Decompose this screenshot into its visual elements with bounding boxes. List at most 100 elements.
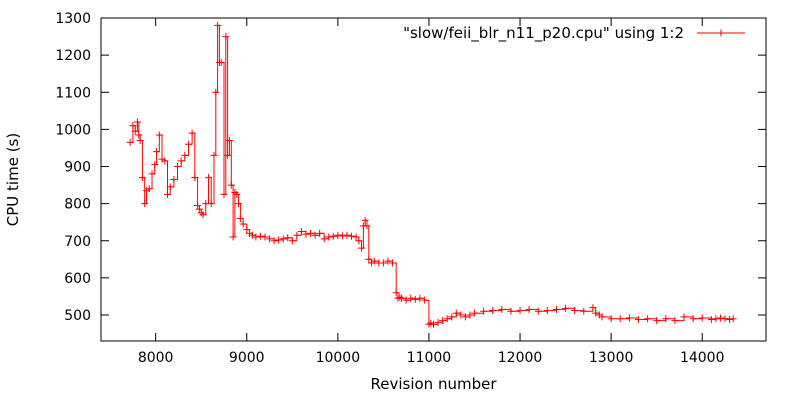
- data-point: [562, 304, 570, 312]
- legend-label: "slow/feii_blr_n11_p20.cpu" using 1:2: [403, 24, 684, 43]
- data-point: [616, 315, 624, 323]
- y-tick-label: 800: [64, 197, 91, 213]
- data-point: [243, 226, 251, 234]
- data-point: [217, 59, 225, 67]
- data-point: [358, 244, 366, 252]
- data-point: [155, 131, 163, 139]
- data-point: [266, 235, 274, 243]
- data-point: [680, 313, 688, 321]
- data-point: [214, 21, 222, 29]
- data-point: [256, 232, 264, 240]
- data-point: [210, 151, 218, 159]
- data-point: [133, 118, 141, 126]
- data-point: [212, 88, 220, 96]
- data-point: [571, 307, 579, 315]
- data-point: [644, 315, 652, 323]
- data-point: [420, 296, 428, 304]
- data-point: [233, 190, 241, 198]
- data-point: [625, 314, 633, 322]
- series-layer: [126, 21, 737, 328]
- data-point: [392, 289, 400, 297]
- data-point: [239, 220, 247, 228]
- data-point: [126, 138, 134, 146]
- data-point: [181, 151, 189, 159]
- data-point: [197, 209, 205, 217]
- data-point: [607, 315, 615, 323]
- data-point: [352, 233, 360, 241]
- data-point: [220, 190, 228, 198]
- data-point: [329, 232, 337, 240]
- data-point: [729, 315, 737, 323]
- data-point: [489, 307, 497, 315]
- data-point: [316, 229, 324, 237]
- data-point: [598, 313, 606, 321]
- data-point: [726, 315, 734, 323]
- x-axis-title: Revision number: [371, 375, 498, 393]
- y-tick-label: 1200: [55, 48, 91, 64]
- y-tick-label: 1000: [55, 122, 91, 138]
- data-point: [430, 320, 437, 328]
- data-point: [457, 311, 465, 319]
- data-point: [552, 305, 560, 313]
- data-point: [235, 200, 243, 208]
- data-point: [145, 185, 153, 193]
- data-point: [195, 205, 203, 213]
- data-point: [288, 237, 296, 245]
- data-point: [151, 161, 159, 169]
- y-tick-label: 1100: [55, 85, 91, 101]
- data-point: [161, 157, 169, 165]
- data-point: [634, 315, 642, 323]
- data-point: [177, 157, 185, 165]
- data-point: [662, 315, 670, 323]
- x-tick-label: 8000: [138, 350, 174, 366]
- data-point: [270, 237, 278, 245]
- data-point: [136, 137, 144, 145]
- legend: "slow/feii_blr_n11_p20.cpu" using 1:2: [403, 24, 745, 43]
- data-point: [452, 309, 460, 317]
- data-point: [222, 33, 230, 41]
- data-point: [416, 294, 424, 302]
- data-point: [334, 231, 342, 239]
- data-point: [302, 230, 310, 238]
- data-point: [311, 231, 319, 239]
- data-point: [320, 235, 328, 243]
- data-point: [194, 201, 202, 209]
- x-tick-label: 11000: [407, 350, 452, 366]
- data-point: [153, 148, 161, 156]
- data-point: [480, 307, 488, 315]
- data-point: [363, 222, 371, 230]
- data-point: [231, 188, 239, 196]
- data-point: [698, 314, 706, 322]
- data-point: [204, 174, 212, 182]
- data-point: [361, 216, 369, 224]
- x-tick-label: 10000: [316, 350, 361, 366]
- data-point: [707, 315, 715, 323]
- data-point: [236, 214, 244, 222]
- data-point: [402, 296, 410, 304]
- legend-marker: [717, 29, 725, 37]
- data-point: [653, 317, 661, 325]
- y-tick-label: 1300: [55, 11, 91, 27]
- data-point: [307, 229, 315, 237]
- data-point: [275, 236, 283, 244]
- data-point: [225, 137, 233, 145]
- data-point: [325, 233, 333, 241]
- data-point: [434, 318, 442, 326]
- data-point: [396, 293, 404, 301]
- data-point: [398, 294, 406, 302]
- data-point: [224, 151, 232, 159]
- data-point: [355, 237, 363, 245]
- data-point: [470, 309, 478, 317]
- data-point: [141, 200, 149, 208]
- series-line: [130, 24, 734, 325]
- data-point: [297, 227, 305, 235]
- data-point: [589, 304, 597, 312]
- data-point: [164, 190, 171, 198]
- x-tick-label: 9000: [229, 350, 265, 366]
- data-point: [384, 257, 392, 265]
- data-point: [279, 235, 287, 243]
- data-point: [293, 231, 301, 239]
- y-tick-label: 900: [64, 160, 91, 176]
- data-point: [370, 257, 378, 265]
- y-tick-label: 500: [64, 308, 91, 324]
